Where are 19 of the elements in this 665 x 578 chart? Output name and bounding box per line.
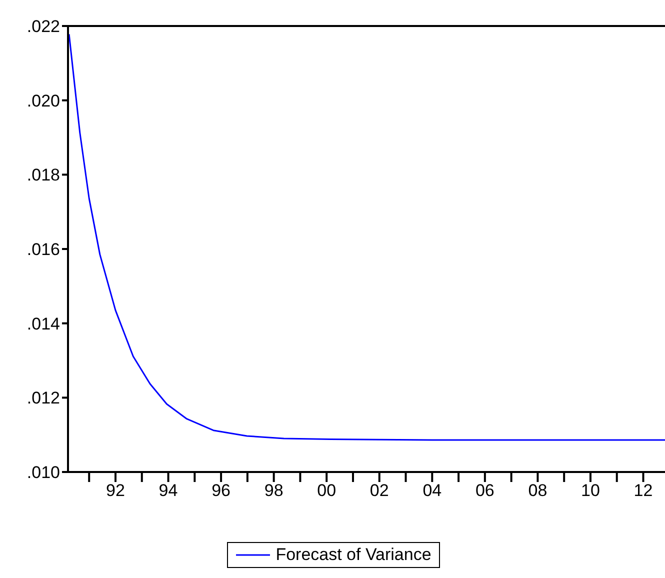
y-tick-label: .014 [26, 314, 60, 334]
x-tick-label: 94 [158, 481, 178, 500]
x-tick-label: 12 [634, 481, 653, 500]
x-tick-label: 10 [581, 481, 600, 500]
y-tick-label: .018 [26, 166, 60, 185]
x-tick-label: 92 [106, 481, 125, 500]
x-tick-label: 98 [264, 481, 284, 500]
y-tick-label: .010 [26, 463, 60, 482]
x-tick-label: 02 [370, 481, 389, 500]
x-tick-label: 06 [475, 481, 494, 500]
legend-label: Forecast of Variance [276, 545, 432, 565]
x-tick-label: 04 [422, 481, 442, 500]
y-tick-label: .020 [26, 91, 60, 110]
y-tick-label: .012 [26, 388, 60, 408]
x-tick-label: 00 [317, 481, 336, 500]
y-tick-label: .022 [26, 17, 60, 36]
x-tick-label: 08 [528, 481, 548, 500]
x-tick-label: 96 [212, 481, 231, 500]
y-tick-label: .016 [26, 240, 60, 260]
